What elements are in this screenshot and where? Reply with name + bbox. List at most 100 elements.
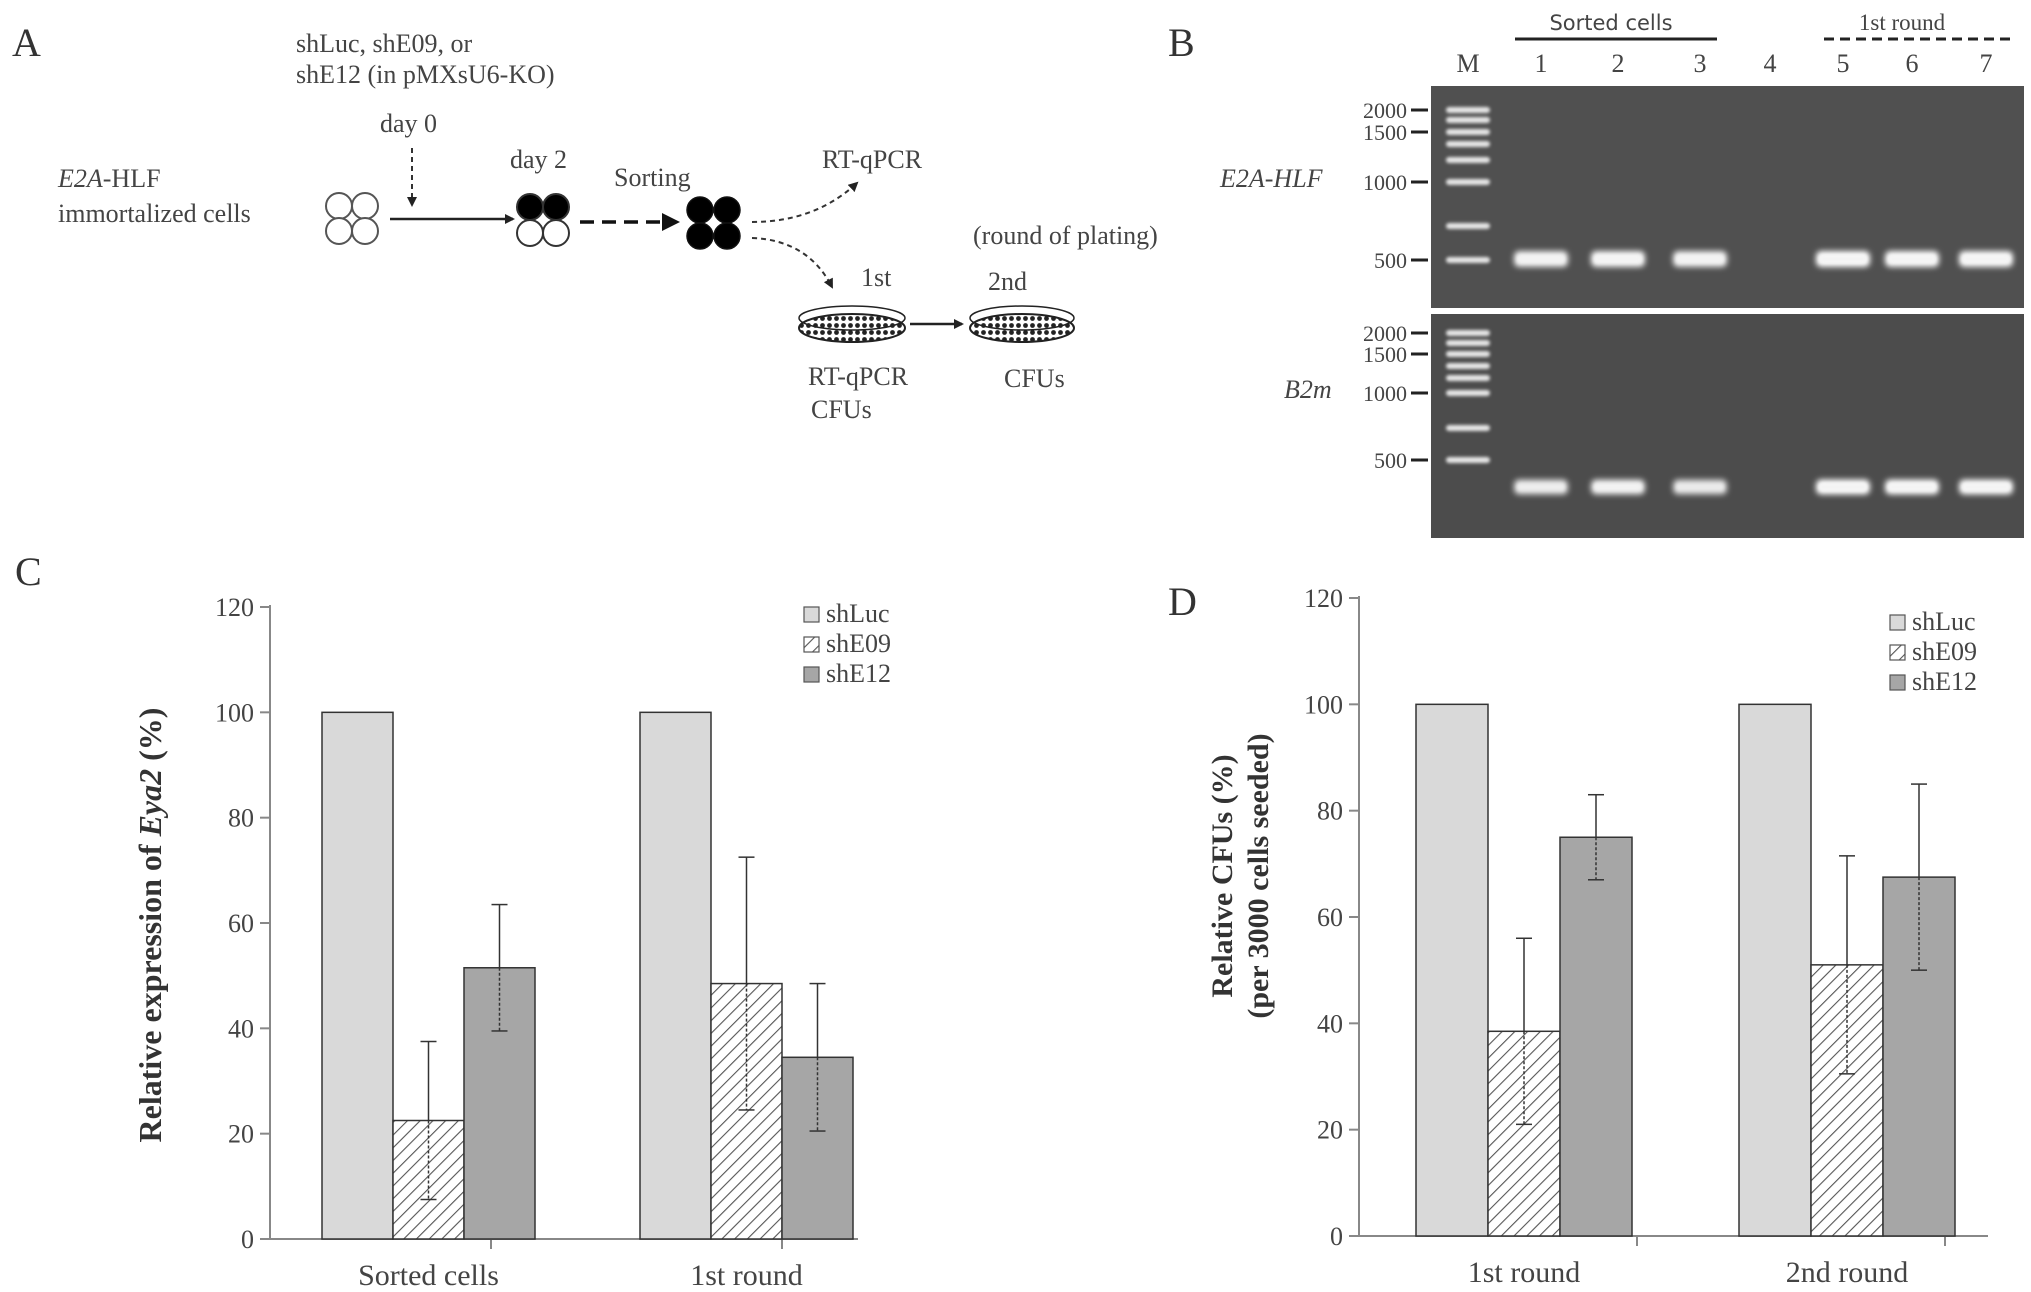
rtqpcr-bottom-label: RT-qPCR — [808, 362, 909, 391]
panel-label-d: D — [1168, 579, 1197, 624]
gel-bottom-size-label: 1500 — [1363, 342, 1407, 367]
gel-lane-label: 5 — [1837, 49, 1850, 78]
ladder-band — [1446, 223, 1490, 229]
cfus-left-label: CFUs — [811, 395, 872, 424]
shrna-label-line2: shE12 (in pMXsU6-KO) — [296, 60, 555, 89]
e2a-hlf-band-core — [1594, 255, 1642, 263]
ladder-band — [1446, 363, 1490, 369]
gel-top-size-label: 500 — [1374, 248, 1407, 273]
e2a-hlf-band-core — [1962, 255, 2010, 263]
x-category-label: 2nd round — [1786, 1256, 1909, 1289]
b2m-band-core — [1594, 483, 1642, 491]
panel-b: B Sorted cells 1st round M 1 2 3 4 5 6 7 E2A-HL… — [1168, 10, 2024, 538]
bar — [1882, 876, 1956, 1237]
b2m-band-core — [1819, 483, 1867, 491]
bar — [639, 711, 712, 1240]
ladder-band — [1446, 340, 1490, 346]
chart-c-ylabel: Relative expression of Eya2 (%) — [132, 708, 168, 1143]
gel-bottom-size-label: 500 — [1374, 448, 1407, 473]
ladder-band — [1446, 425, 1490, 431]
legend-swatch — [1889, 614, 1906, 631]
round-of-plating-label: (round of plating) — [973, 221, 1158, 250]
x-category-label: 1st round — [690, 1259, 803, 1292]
gel-top-size-label: 2000 — [1363, 98, 1407, 123]
rtqpcr-top-label: RT-qPCR — [822, 145, 923, 174]
bar — [1738, 703, 1812, 1237]
ladder-band — [1446, 257, 1490, 263]
transduced-cells-icon — [516, 193, 570, 247]
gel-top-size-label: 1000 — [1363, 170, 1407, 195]
first-round-label: 1st — [861, 263, 892, 292]
gel-bottom-size-label: 1000 — [1363, 381, 1407, 406]
gel-lane-label-m: M — [1456, 49, 1479, 78]
legend-label: shLuc — [1912, 607, 1976, 636]
e2a-hlf-band-core — [1517, 255, 1565, 263]
ladder-band — [1446, 375, 1490, 381]
y-tick-label: 0 — [241, 1225, 254, 1254]
ladder-band — [1446, 129, 1490, 135]
bar — [1487, 1030, 1561, 1237]
panel-label-a: A — [12, 20, 41, 65]
legend-swatch — [803, 636, 820, 653]
y-tick-label: 20 — [228, 1120, 254, 1149]
x-category-label: 1st round — [1468, 1256, 1581, 1289]
legend-swatch — [1889, 644, 1906, 661]
e2a-hlf-band-core — [1676, 255, 1724, 263]
gel-bottom-image — [1431, 314, 2024, 538]
cells-name: E2A-HLF — [57, 164, 161, 193]
ladder-band — [1446, 141, 1490, 147]
panel-d: D Relative CFUs (%) (per 3000 cells seed… — [1168, 579, 1988, 1289]
bar — [1559, 836, 1633, 1237]
second-plate-icon — [969, 305, 1075, 343]
legend-label: shE09 — [1912, 637, 1977, 666]
ladder-band — [1446, 330, 1490, 336]
e2a-hlf-band-core — [1888, 255, 1936, 263]
panel-label-b: B — [1168, 20, 1195, 65]
legend-label: shE09 — [826, 629, 891, 658]
gel-lane-label: 7 — [1980, 49, 1993, 78]
legend-label: shE12 — [826, 659, 891, 688]
bar — [710, 982, 783, 1240]
y-tick-label: 60 — [228, 909, 254, 938]
y-tick-label: 80 — [1317, 797, 1343, 826]
ladder-band — [1446, 390, 1490, 396]
shrna-label-line1: shLuc, shE09, or — [296, 29, 473, 58]
gel-group-sorted-label: Sorted cells — [1549, 11, 1672, 35]
gel-lane-label: 4 — [1764, 49, 1777, 78]
gel-bands — [1446, 107, 2013, 495]
y-tick-label: 100 — [1304, 690, 1343, 719]
sorting-label: Sorting — [614, 163, 691, 192]
to-plating-arrow — [751, 237, 833, 289]
y-tick-label: 40 — [1317, 1009, 1343, 1038]
initial-cells-icon — [325, 192, 379, 245]
y-tick-label: 0 — [1330, 1222, 1343, 1251]
b2m-band-core — [1888, 483, 1936, 491]
bar — [1415, 703, 1489, 1237]
gel-lane-label: 3 — [1694, 49, 1707, 78]
y-tick-label: 60 — [1317, 903, 1343, 932]
gel-lane-label: 2 — [1612, 49, 1625, 78]
panel-c: C Relative expression of Eya2 (%) 0 20 40 6… — [15, 549, 891, 1292]
sorted-cells-icon — [686, 196, 741, 250]
first-plate-icon — [798, 305, 906, 343]
ladder-band — [1446, 351, 1490, 357]
legend-label: shLuc — [826, 599, 890, 628]
to-rtqpcr-arrow — [751, 181, 859, 223]
y-tick-label: 20 — [1317, 1116, 1343, 1145]
ladder-band — [1446, 157, 1490, 163]
legend-label: shE12 — [1912, 667, 1977, 696]
panel-a: A shLuc, shE09, or shE12 (in pMXsU6-KO) … — [12, 20, 1158, 424]
chart-c: 0 20 40 60 80 100 120 Sorted cells 1st round shLu… — [215, 593, 891, 1292]
chart-d-ylabel-line1: Relative CFUs (%) — [1206, 754, 1239, 997]
legend-swatch — [803, 606, 820, 623]
y-tick-label: 80 — [228, 804, 254, 833]
gel-top-image — [1431, 86, 2024, 308]
x-category-label: Sorted cells — [358, 1259, 499, 1292]
gel-bottom-size-label: 2000 — [1363, 321, 1407, 346]
b2m-band-core — [1517, 483, 1565, 491]
y-tick-label: 40 — [228, 1014, 254, 1043]
y-tick-label: 120 — [1304, 584, 1343, 613]
second-round-label: 2nd — [988, 267, 1027, 296]
